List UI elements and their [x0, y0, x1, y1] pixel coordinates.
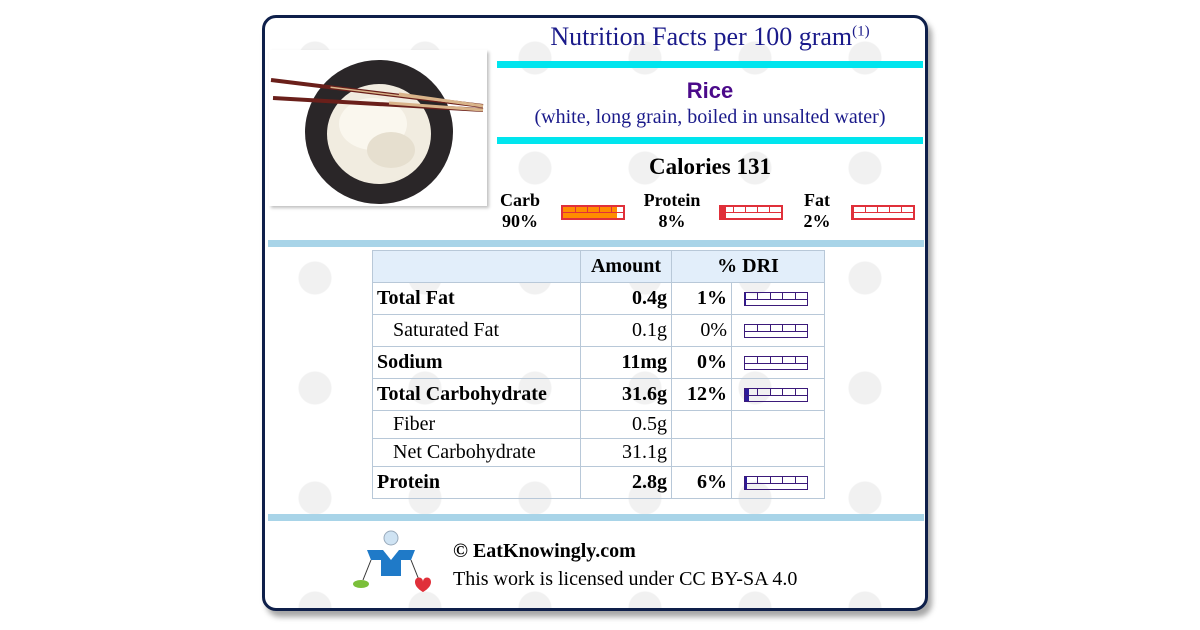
macro-label: Carb [500, 190, 540, 210]
title-footnote[interactable]: (1) [852, 23, 870, 40]
nutrient-dri-percent: 0% [671, 346, 732, 379]
macro-bar-carb [561, 205, 625, 220]
nutrient-amount: 0.1g [580, 314, 672, 347]
table-row: Fiber 0.5g [372, 410, 825, 439]
nutrient-dri-percent [671, 410, 732, 439]
nutrient-amount: 31.1g [580, 438, 672, 467]
nutrient-amount: 11mg [580, 346, 672, 379]
table-row: Saturated Fat 0.1g 0% [372, 314, 825, 347]
copyright-text[interactable]: © EatKnowingly.com [453, 540, 636, 562]
macro-percent: 90% [502, 211, 538, 231]
dri-bar [744, 355, 808, 370]
macro-label: Protein [643, 190, 701, 210]
rice-bowl-with-chopsticks-icon [270, 60, 484, 204]
license-text[interactable]: This work is licensed under CC BY-SA 4.0 [453, 568, 798, 590]
nutrient-name: Net Carbohydrate [372, 438, 581, 467]
macro-percent: 8% [658, 211, 686, 231]
macro-label: Fat [804, 190, 830, 210]
dri-bar [744, 323, 808, 338]
nutrient-dri-percent: 1% [671, 282, 732, 315]
nutrient-dri-percent: 6% [671, 466, 732, 499]
nutrient-dri-bar-cell [731, 346, 825, 379]
table-row: Total Carbohydrate 31.6g 12% [372, 378, 825, 411]
nutrient-name: Fiber [372, 410, 581, 439]
nutrition-card: Nutrition Facts per 100 gram(1) Rice (wh… [262, 15, 928, 611]
table-row: Protein 2.8g 6% [372, 466, 825, 499]
nutrient-name: Saturated Fat [372, 314, 581, 347]
divider [497, 137, 923, 144]
nutrient-name: Total Carbohydrate [372, 378, 581, 411]
table-header-amount: Amount [580, 250, 672, 283]
macro-carb: Carb 90% [495, 190, 545, 232]
macro-protein: Protein 8% [637, 190, 707, 232]
macro-bar-protein [719, 205, 783, 220]
page-title: Nutrition Facts per 100 gram(1) [550, 22, 870, 51]
nutrient-table: Amount % DRI Total Fat 0.4g 1% Saturated Fa… [372, 250, 825, 499]
table-row: Total Fat 0.4g 1% [372, 282, 825, 315]
nutrient-amount: 2.8g [580, 466, 672, 499]
nutrient-dri-bar-cell [731, 378, 825, 411]
nutrient-amount: 31.6g [580, 378, 672, 411]
nutrient-dri-bar-cell [731, 410, 825, 439]
dri-bar [744, 387, 808, 402]
food-description: (white, long grain, boiled in unsalted w… [534, 106, 886, 128]
nutrient-dri-bar-cell [731, 282, 825, 315]
section-divider [268, 514, 924, 521]
calories-label: Calories 131 [648, 154, 771, 179]
table-header-dri: % DRI [671, 250, 825, 283]
macro-bar-fat [851, 205, 915, 220]
nutrient-dri-percent: 0% [671, 314, 732, 347]
table-row: Sodium 11mg 0% [372, 346, 825, 379]
dri-bar [744, 291, 808, 306]
nutrient-name: Total Fat [372, 282, 581, 315]
nutrient-dri-percent [671, 438, 732, 467]
food-photo [269, 50, 487, 206]
nutrient-amount: 0.5g [580, 410, 672, 439]
eatknowingly-logo [353, 530, 433, 594]
divider [497, 61, 923, 68]
nutrient-dri-bar-cell [731, 466, 825, 499]
table-header-nutrient [372, 250, 581, 283]
nutrient-amount: 0.4g [580, 282, 672, 315]
table-row: Net Carbohydrate 31.1g [372, 438, 825, 467]
section-divider [268, 240, 924, 247]
dri-bar [744, 475, 808, 490]
nutrient-name: Protein [372, 466, 581, 499]
macro-fat: Fat 2% [799, 190, 835, 232]
nutrient-dri-bar-cell [731, 314, 825, 347]
food-name: Rice [686, 78, 734, 103]
nutrient-dri-bar-cell [731, 438, 825, 467]
nutrient-name: Sodium [372, 346, 581, 379]
macro-percent: 2% [803, 211, 831, 231]
nutrient-dri-percent: 12% [671, 378, 732, 411]
